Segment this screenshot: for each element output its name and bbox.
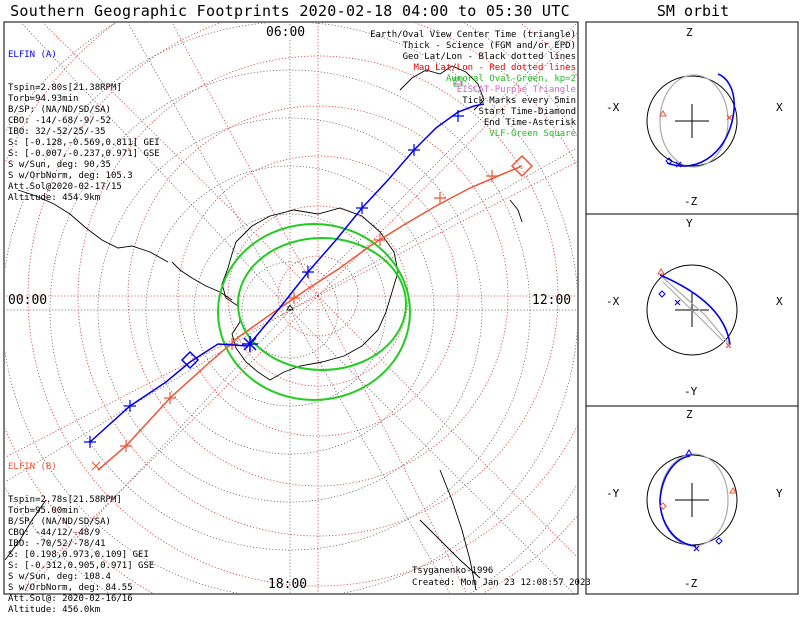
- elfin-b-track: [97, 165, 523, 471]
- elfin-a-header: ELFIN (A): [8, 50, 57, 60]
- elfin-b-info: ELFIN (B) Tspin=2.78s[21.58RPM] Torb=95.0…: [8, 440, 154, 627]
- sm2-axis-bottom: -Y: [684, 385, 698, 398]
- elfin-a-info-line: Altitude: 454.9km: [8, 193, 101, 203]
- elfin-a-info-line: S: [-0.128,-0.569,0.811] GEI: [8, 138, 160, 148]
- legend-item: Mag Lat/Lon - Red dotted lines: [413, 63, 576, 73]
- legend-item: Start Time-Diamond: [478, 107, 576, 117]
- auroral-oval-inner: [237, 237, 407, 371]
- polar-map: [5, 23, 577, 593]
- sm2-axis-right: X: [776, 295, 783, 308]
- polar-plot-frame: [3, 21, 579, 595]
- antarctic-peninsula: [171, 261, 233, 301]
- elfin-a-info-line: Tspin=2.80s[21.38RPM]: [8, 83, 122, 93]
- created-timestamp: Created: Mon Jan 23 12:08:57 2023: [412, 578, 591, 588]
- australia-coast: [399, 65, 485, 111]
- elfin-a-info-line: CBO: -14/-68/-9/-52: [8, 116, 111, 126]
- legend-item: Earth/Oval View Center Time (triangle): [370, 30, 576, 40]
- legend-item: End Time-Asterisk: [483, 118, 576, 128]
- elfin-b-ticks: [120, 170, 498, 452]
- elfin-a-info-line: Att.Sol@2020-02-17/15: [8, 182, 122, 192]
- sm3-axis-right: Y: [776, 487, 783, 500]
- elfin-a-info-line: B/SP: (NA/ND/SD/SA): [8, 105, 111, 115]
- elfin-b-info-line: Att.Sol@: 2020-02-16/16: [8, 594, 133, 604]
- footprint-figure: [3, 21, 799, 595]
- legend-item: Thick - Science (FGM and/or EPD): [402, 41, 576, 51]
- elfin-a-info-line: Torb=94.93min: [8, 94, 79, 104]
- legend-item: VLF-Green Square: [489, 129, 576, 139]
- elfin-a-lines: Tspin=2.80s[21.38RPM] Torb=94.93min B/SP: …: [8, 83, 160, 204]
- elfin-b-info-line: IBO: -70/52/-78/41: [8, 539, 106, 549]
- elfin-b-header: ELFIN (B): [8, 462, 57, 472]
- legend-item: Tick Marks every 5min: [462, 96, 576, 106]
- left-edge-land: [5, 499, 47, 561]
- elfin-a-end-asterisk: [242, 336, 258, 352]
- view-center-triangle: [286, 304, 294, 311]
- elfin-a-info-line: IBO: 32/-52/25/-35: [8, 127, 106, 137]
- sm1-axis-bottom: -Z: [684, 195, 698, 208]
- sm-panel-1-plot: [646, 73, 738, 168]
- sm1-axis-right: X: [776, 101, 783, 114]
- elfin-a-info-line: S w/OrbNorm, deg: 105.3: [8, 171, 133, 181]
- elfin-b-info-line: B/SP: (NA/ND/SD/SA): [8, 517, 111, 527]
- africa-coast: [439, 469, 477, 591]
- sm-panel-3-plot: [646, 449, 738, 552]
- new-zealand-coast: [509, 199, 523, 223]
- elfin-a-start-diamond: [180, 350, 200, 370]
- eiscat-triangle: [454, 77, 463, 85]
- elfin-a-info-line: S w/Sun, deg: 90.35: [8, 160, 111, 170]
- elfin-a-info: ELFIN (A) Tspin=2.80s[21.38RPM] Torb=94.9…: [8, 28, 160, 215]
- auroral-oval-outer: [217, 223, 411, 401]
- sm3-axis-top: Z: [686, 408, 693, 421]
- sm-panel-frame-3: [585, 405, 799, 595]
- clock-label-bottom: 18:00: [268, 577, 308, 592]
- bottom-land: [419, 519, 481, 579]
- elfin-b-info-line: Torb=95.00min: [8, 506, 79, 516]
- coastlines: [5, 65, 523, 591]
- sm-orbit-title: SM orbit: [656, 2, 730, 20]
- sm2-axis-left: -X: [606, 295, 620, 308]
- elfin-b-info-line: CBO: -44/12/-48/9: [8, 528, 101, 538]
- elfin-a-track: [89, 103, 485, 443]
- sm-panel-2-plot: [646, 264, 738, 356]
- elfin-b-start-diamond: [510, 154, 534, 178]
- mag-lon-lines: [5, 23, 577, 593]
- elfin-b-lines: Tspin=2.78s[21.58RPM] Torb=95.00min B/SP: …: [8, 495, 154, 616]
- clock-label-right: 12:00: [532, 293, 572, 308]
- legend: Earth/Oval View Center Time (triangle) Th…: [370, 30, 576, 140]
- geo-lon-lines: [5, 23, 577, 593]
- sm3-axis-bottom: -Z: [684, 577, 698, 590]
- antarctica-coast: [221, 207, 399, 381]
- elfin-b-info-line: S w/Sun, deg: 108.4: [8, 572, 111, 582]
- sm3-axis-left: -Y: [606, 487, 620, 500]
- elfin-b-info-line: S: [0.198,0.973,0.109] GEI: [8, 550, 149, 560]
- legend-item: EISCAT-Purple Triangle: [456, 85, 576, 95]
- clock-label-left: 00:00: [8, 293, 48, 308]
- vlf-square: [453, 77, 463, 87]
- legend-item: Auroral Oval-Green, kp=2: [445, 74, 576, 84]
- legend-item: Geo Lat/Lon - Black dotted lines: [402, 52, 576, 62]
- clock-label-top: 06:00: [266, 25, 306, 40]
- elfin-b-info-line: Tspin=2.78s[21.58RPM]: [8, 495, 122, 505]
- south-america-coast: [17, 189, 169, 263]
- elfin-a-ticks: [84, 110, 464, 448]
- elfin-b-end-asterisk: [91, 461, 101, 471]
- auroral-ovals: [217, 223, 411, 401]
- elfin-b-info-line: S: [-0.312,0.905,0.971] GSE: [8, 561, 155, 571]
- elfin-b-info-line: S w/OrbNorm, deg: 84.55: [8, 583, 133, 593]
- page-title: Southern Geographic Footprints 2020-02-1…: [10, 2, 570, 20]
- model-credit: Tsyganenko-1996: [412, 566, 494, 576]
- sm1-axis-top: Z: [686, 26, 693, 39]
- sm2-axis-top: Y: [686, 217, 693, 230]
- sm1-axis-left: -X: [606, 101, 620, 114]
- elfin-b-info-line: Altitude: 456.0km: [8, 605, 101, 615]
- elfin-a-info-line: S: [-0.007,-0.237,0.971] GSE: [8, 149, 160, 159]
